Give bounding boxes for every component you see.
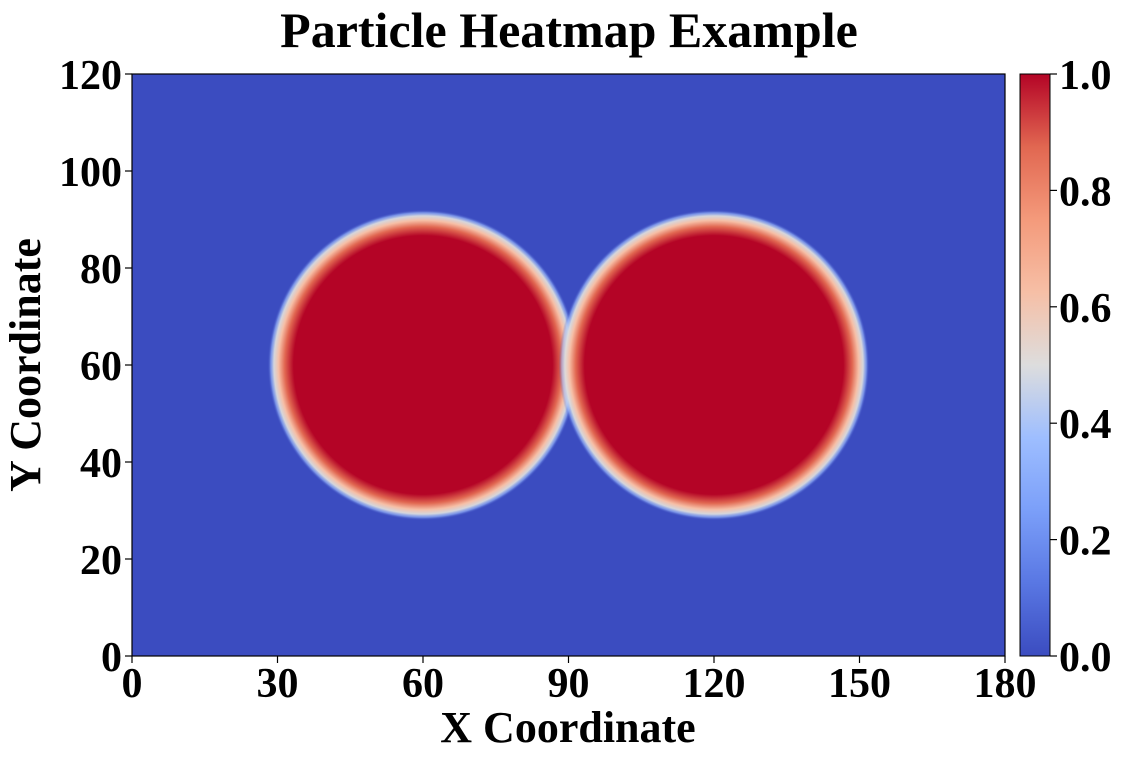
y-tick-label: 40 xyxy=(80,441,122,487)
x-tick-label: 150 xyxy=(828,661,891,707)
x-tick-label: 120 xyxy=(683,661,746,707)
particle-layer xyxy=(267,209,870,521)
y-tick-label: 80 xyxy=(80,247,122,293)
x-axis-ticks: 0 30 60 90 120 150 180 xyxy=(122,656,1037,707)
y-tick-label: 20 xyxy=(80,538,122,584)
colorbar-tick-label: 0.4 xyxy=(1059,402,1112,448)
x-tick-label: 60 xyxy=(402,661,444,707)
colorbar: 0.0 0.2 0.4 0.6 0.8 1.0 xyxy=(1019,53,1112,681)
colorbar-tick-label: 1.0 xyxy=(1059,53,1112,99)
particle-1 xyxy=(267,209,579,521)
plot-area xyxy=(131,73,1006,657)
particle-2 xyxy=(558,209,870,521)
colorbar-tick-label: 0.8 xyxy=(1059,169,1112,215)
x-axis-label: X Coordinate xyxy=(440,703,695,752)
x-tick-label: 180 xyxy=(974,661,1037,707)
y-axis-label: Y Coordinate xyxy=(1,238,50,492)
colorbar-tick-label: 0.6 xyxy=(1059,286,1112,332)
x-tick-label: 0 xyxy=(122,661,143,707)
y-tick-label: 100 xyxy=(59,150,122,196)
colorbar-gradient xyxy=(1019,73,1051,657)
y-axis-ticks: 0 20 40 60 80 100 120 xyxy=(59,53,132,681)
colorbar-tick-label: 0.0 xyxy=(1059,635,1112,681)
chart-title: Particle Heatmap Example xyxy=(280,2,858,58)
colorbar-ticks: 0.0 0.2 0.4 0.6 0.8 1.0 xyxy=(1050,53,1112,681)
y-tick-label: 0 xyxy=(101,635,122,681)
y-tick-label: 120 xyxy=(59,53,122,99)
x-tick-label: 30 xyxy=(257,661,299,707)
x-tick-label: 90 xyxy=(548,661,590,707)
colorbar-tick-label: 0.2 xyxy=(1059,519,1112,565)
y-tick-label: 60 xyxy=(80,344,122,390)
